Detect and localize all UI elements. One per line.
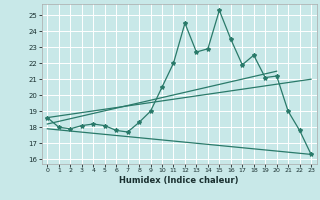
X-axis label: Humidex (Indice chaleur): Humidex (Indice chaleur) bbox=[119, 176, 239, 185]
